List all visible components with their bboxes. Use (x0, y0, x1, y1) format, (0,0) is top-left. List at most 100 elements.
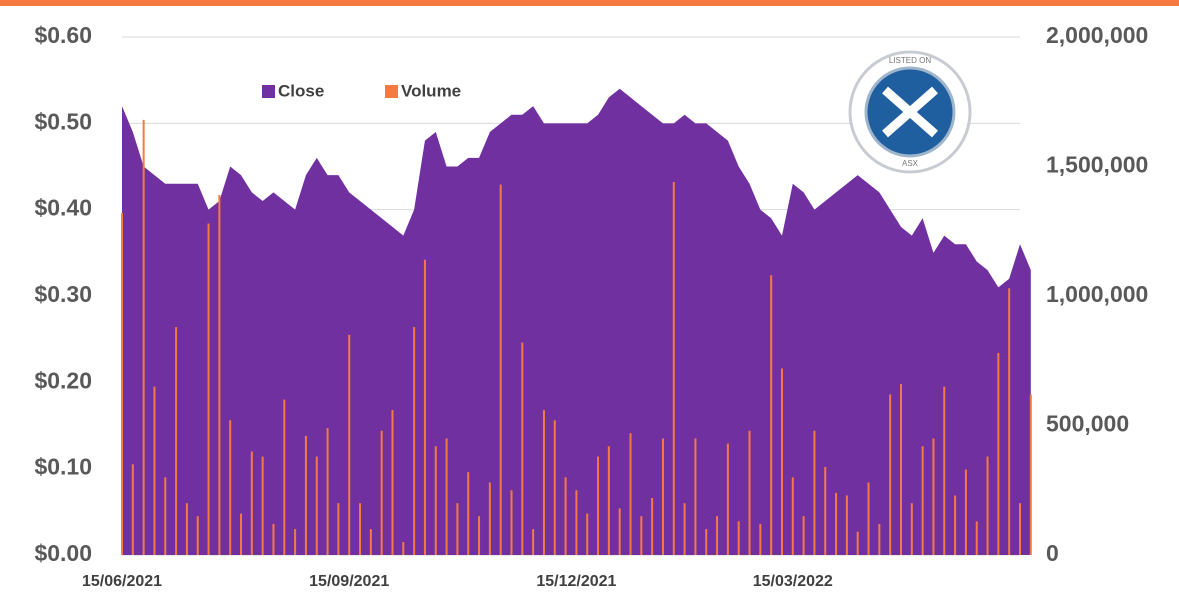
volume-bar (131, 464, 134, 555)
volume-bar (1019, 503, 1021, 555)
y2-tick-label: 2,000,000 (1046, 22, 1148, 48)
volume-bar (413, 327, 416, 555)
volume-bar (705, 529, 708, 555)
volume-bar (294, 529, 297, 555)
volume-bar (510, 490, 513, 555)
volume-bar (661, 438, 664, 555)
volume-bar (207, 223, 210, 556)
volume-bar (261, 456, 264, 555)
volume-bar (899, 384, 902, 555)
y-tick-label: $0.20 (34, 367, 92, 393)
volume-bar (835, 492, 838, 555)
volume-bar (867, 482, 870, 555)
volume-bar (196, 516, 199, 555)
volume-bar (564, 477, 567, 555)
volume-bar (532, 529, 535, 555)
volume-bar (1008, 288, 1011, 555)
logo-bottom: ASX (902, 159, 919, 168)
volume-bar (240, 513, 243, 555)
volume-bar (499, 184, 502, 555)
volume-bar (910, 503, 913, 555)
volume-bar (542, 409, 545, 555)
volume-bar (943, 386, 946, 555)
volume-bar (553, 420, 556, 555)
volume-bar (737, 521, 740, 555)
volume-bar (121, 213, 123, 555)
volume-bar (142, 119, 145, 555)
x-tick-label: 15/03/2022 (753, 573, 833, 590)
volume-bar (445, 438, 448, 555)
y-tick-label: $0.50 (34, 108, 92, 134)
volume-bar (997, 352, 1000, 555)
y2-tick-label: 1,000,000 (1046, 281, 1148, 307)
volume-bar (488, 482, 491, 555)
volume-bar (337, 503, 340, 555)
volume-bar (856, 531, 859, 555)
volume-bar (380, 430, 383, 555)
volume-bar (175, 327, 178, 555)
volume-bar (813, 430, 816, 555)
volume-bar (185, 503, 188, 555)
volume-bar (467, 472, 470, 555)
volume-bar (456, 503, 459, 555)
volume-bar (369, 529, 372, 555)
y-tick-label: $0.00 (34, 540, 92, 566)
volume-bar (748, 430, 751, 555)
volume-bar (932, 438, 935, 555)
volume-bar (304, 435, 307, 555)
top-bar (0, 0, 1179, 6)
volume-bar (521, 342, 524, 555)
x-tick-label: 15/12/2021 (536, 573, 616, 590)
volume-bar (478, 516, 481, 555)
y-tick-label: $0.10 (34, 454, 92, 480)
volume-bar (315, 456, 318, 555)
volume-bar (845, 495, 848, 555)
y-tick-label: $0.40 (34, 195, 92, 221)
logo-x (882, 86, 938, 138)
volume-bar (575, 490, 578, 555)
volume-bar (229, 420, 232, 555)
y-tick-label: $0.60 (34, 22, 92, 48)
volume-bar (391, 409, 394, 555)
volume-bar (640, 516, 643, 555)
volume-bar (694, 438, 697, 555)
volume-bar (716, 516, 719, 555)
volume-bar (434, 446, 437, 555)
volume-bar (153, 386, 156, 555)
volume-bar (683, 503, 686, 555)
volume-bar (250, 451, 253, 555)
volume-bar (218, 194, 221, 556)
legend-swatch (385, 85, 398, 98)
volume-bar (759, 523, 762, 555)
volume-bar (1029, 394, 1032, 555)
legend-label: Volume (401, 81, 461, 100)
asx-logo: LISTED ON ASX (848, 50, 972, 174)
volume-bar (672, 182, 675, 556)
volume-bar (889, 394, 892, 555)
volume-bar (802, 516, 805, 555)
x-tick-label: 15/06/2021 (82, 573, 162, 590)
volume-bar (326, 428, 329, 555)
volume-bar (597, 456, 600, 555)
volume-bar (402, 542, 405, 555)
legend-label: Close (278, 81, 324, 100)
volume-bar (791, 477, 794, 555)
legend-swatch (262, 85, 275, 98)
x-tick-label: 15/09/2021 (309, 573, 389, 590)
volume-bar (272, 523, 275, 555)
volume-bar (586, 513, 589, 555)
volume-bar (629, 433, 632, 555)
volume-bar (780, 368, 783, 555)
volume-bar (964, 469, 967, 555)
y-tick-label: $0.30 (34, 281, 92, 307)
volume-bar (770, 275, 773, 555)
volume-bar (954, 495, 957, 555)
y2-tick-label: 500,000 (1046, 411, 1129, 437)
volume-bar (164, 477, 167, 555)
volume-bar (726, 443, 729, 555)
volume-bar (348, 334, 351, 555)
volume-bar (878, 523, 881, 555)
y2-tick-label: 0 (1046, 540, 1059, 566)
volume-bar (423, 259, 426, 555)
